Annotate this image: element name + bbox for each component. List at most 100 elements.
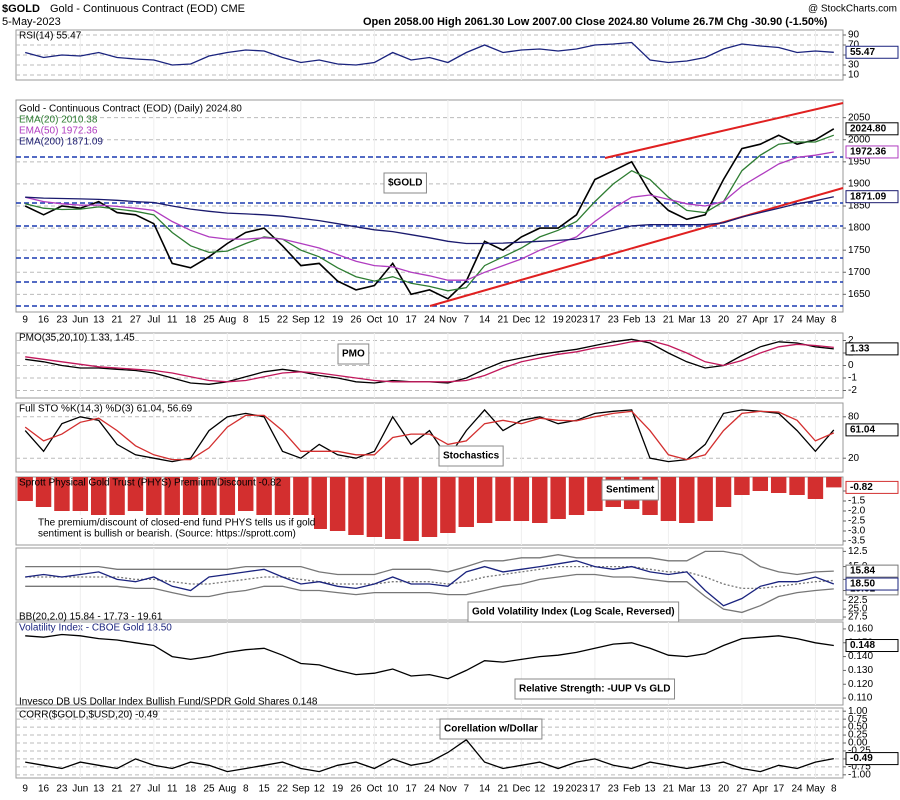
annotation: Sentiment <box>601 479 659 501</box>
bar <box>568 477 585 515</box>
trend-line <box>429 187 844 307</box>
x-tick-label: 21 <box>663 315 675 326</box>
x-tick-label: 22 <box>277 784 289 795</box>
panel-frame <box>15 547 844 621</box>
x-tick-label: 12 <box>314 315 326 326</box>
bar <box>54 477 70 511</box>
y-tick-label: 10 <box>848 70 860 81</box>
source: @ StockCharts.com <box>808 4 897 15</box>
series-line <box>24 128 835 300</box>
y-tick-label: 0.120 <box>848 679 873 690</box>
x-tick-label: 26 <box>350 784 362 795</box>
y-tick-label: 20 <box>848 453 860 464</box>
series-line <box>25 134 835 292</box>
y-tick-label: -1.5 <box>848 496 866 507</box>
bar <box>734 477 750 495</box>
x-tick-label: 24 <box>424 315 436 326</box>
value-box-label: 61.04 <box>850 425 875 436</box>
annotation-box <box>601 479 659 501</box>
x-tick-label: 22 <box>277 315 289 326</box>
x-tick-label: 11 <box>167 315 178 326</box>
x-tick-label: 24 <box>791 784 803 795</box>
x-tick-label: 21 <box>112 784 124 795</box>
note-box <box>34 515 314 542</box>
value-box <box>845 190 899 204</box>
value-box-label: 55.47 <box>850 47 875 58</box>
x-tick-label: 23 <box>608 315 620 326</box>
value-box <box>845 423 899 437</box>
series-line <box>25 565 834 590</box>
x-tick-label: 8 <box>243 784 249 795</box>
x-tick-label: 9 <box>22 315 28 326</box>
series-line <box>25 41 834 66</box>
x-tick-label: 20 <box>718 315 730 326</box>
series-line <box>24 410 835 461</box>
x-tick-label: 19 <box>553 315 565 326</box>
instrument-name: Gold - Continuous Contract (EOD) CME <box>50 3 245 15</box>
y-tick-label: -1 <box>848 373 857 384</box>
x-tick-label: May <box>806 315 825 326</box>
x-tick-label: 23 <box>56 784 68 795</box>
series-line <box>25 573 834 614</box>
x-tick-label: 13 <box>700 784 712 795</box>
x-tick-label: 25 <box>203 315 215 326</box>
x-tick-label: 17 <box>406 784 418 795</box>
x-tick-label: 23 <box>608 784 620 795</box>
annotation-box <box>439 718 543 740</box>
annotation-box <box>383 172 427 194</box>
bar <box>35 477 52 507</box>
annotation: Stochastics <box>438 445 504 467</box>
x-tick-label: 12 <box>534 315 546 326</box>
value-box-label: -0.82 <box>850 482 873 493</box>
legend-entry: EMA(20) 2010.38 <box>19 115 98 126</box>
x-tick-label: Aug <box>218 315 236 326</box>
bar <box>476 477 493 523</box>
bar <box>90 477 107 515</box>
x-tick-label: 15 <box>259 784 271 795</box>
y-tick-label: 27.5 <box>848 612 868 623</box>
series-line <box>24 408 835 463</box>
x-tick-label: 27 <box>736 315 748 326</box>
y-tick-label: 0.50 <box>848 722 868 733</box>
x-tick-label: 17 <box>589 315 601 326</box>
panel-title: Sprott Physical Gold Trust (PHYS) Premiu… <box>19 478 282 489</box>
value-box-label: 18.50 <box>850 579 875 590</box>
value-box-label: 0.148 <box>850 640 875 651</box>
panel-frame <box>15 402 844 473</box>
bar <box>679 477 695 523</box>
x-tick-label: 13 <box>93 784 105 795</box>
annotation-box <box>438 445 504 467</box>
value-box-label: 1871.09 <box>850 191 887 202</box>
annotation: Corellation w/Dollar <box>439 718 543 740</box>
annotation-text: Sentiment <box>606 485 655 496</box>
y-tick-label: 25.0 <box>848 604 868 615</box>
bar <box>146 477 162 515</box>
annotation: $GOLD <box>383 172 427 194</box>
y-tick-label: 0.140 <box>848 651 873 662</box>
bar <box>826 477 842 488</box>
x-tick-label: Jun <box>72 315 88 326</box>
x-tick-label: Nov <box>439 315 457 326</box>
x-tick-label: 21 <box>497 784 509 795</box>
value-box <box>845 145 899 159</box>
x-tick-label: 14 <box>479 315 491 326</box>
x-tick-label: 26 <box>350 315 362 326</box>
bar <box>366 477 383 537</box>
panel-title: CORR($GOLD,$USD,20) -0.49 <box>19 710 158 721</box>
value-box-label: 1972.36 <box>850 147 887 158</box>
note-text: The premium/discount of closed-end fund … <box>38 518 315 529</box>
y-tick-label: 0.25 <box>848 730 868 741</box>
value-box-label: 2024.80 <box>850 123 887 134</box>
bar <box>495 477 511 521</box>
panel-title: Full STO %K(14,3) %D(3) 61.04, 56.69 <box>19 404 193 415</box>
trend-line <box>604 102 844 159</box>
annotation: PMO <box>337 343 370 365</box>
x-tick-label: 17 <box>406 315 418 326</box>
y-tick-label: -2.0 <box>848 506 866 517</box>
x-tick-label: Oct <box>367 784 383 795</box>
x-tick-label: 15 <box>259 315 271 326</box>
bar <box>17 477 33 501</box>
series-line <box>25 196 834 245</box>
bar <box>770 477 787 493</box>
